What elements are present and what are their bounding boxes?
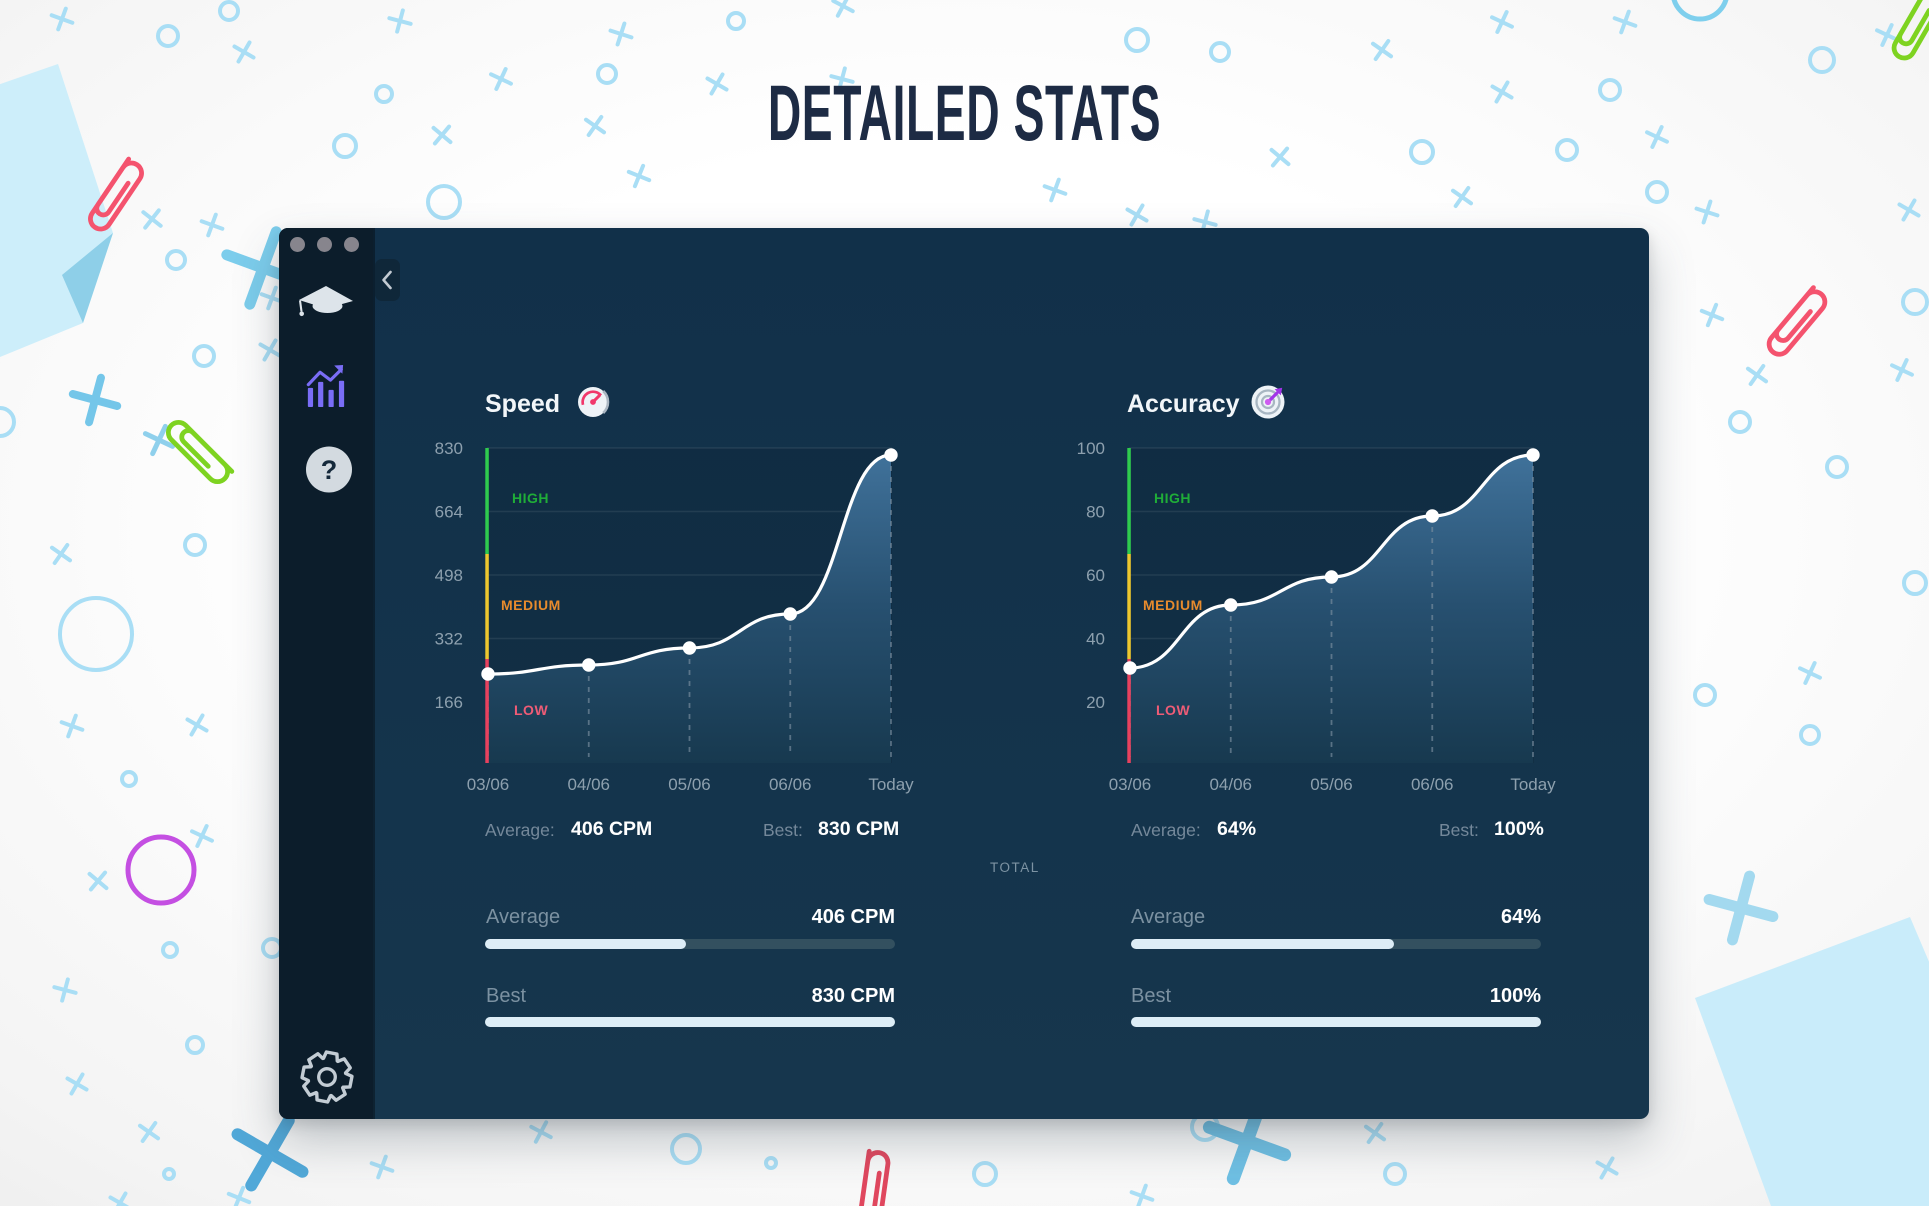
svg-text:Speed: Speed	[485, 390, 560, 418]
svg-text:06/06: 06/06	[769, 775, 812, 794]
svg-text:05/06: 05/06	[1310, 775, 1353, 794]
svg-text:830: 830	[435, 439, 463, 458]
svg-text:Today: Today	[868, 775, 914, 794]
svg-text:LOW: LOW	[1156, 702, 1190, 718]
svg-text:05/06: 05/06	[668, 775, 711, 794]
svg-text:04/06: 04/06	[567, 775, 610, 794]
svg-text:166: 166	[435, 693, 463, 712]
svg-text:HIGH: HIGH	[1154, 490, 1191, 506]
svg-text:Accuracy: Accuracy	[1127, 390, 1240, 418]
svg-text:80: 80	[1086, 503, 1105, 522]
svg-text:LOW: LOW	[514, 702, 548, 718]
svg-text:Today: Today	[1510, 775, 1556, 794]
svg-text:332: 332	[435, 630, 463, 649]
svg-text:60: 60	[1086, 566, 1105, 585]
svg-text:664: 664	[435, 503, 463, 522]
svg-text:03/06: 03/06	[1109, 775, 1152, 794]
svg-text:04/06: 04/06	[1209, 775, 1252, 794]
svg-text:100: 100	[1077, 439, 1105, 458]
svg-text:MEDIUM: MEDIUM	[1143, 597, 1203, 613]
svg-text:HIGH: HIGH	[512, 490, 549, 506]
svg-text:498: 498	[435, 566, 463, 585]
svg-text:03/06: 03/06	[467, 775, 510, 794]
svg-text:?: ?	[321, 455, 338, 485]
svg-text:06/06: 06/06	[1411, 775, 1454, 794]
svg-text:40: 40	[1086, 630, 1105, 649]
svg-text:MEDIUM: MEDIUM	[501, 597, 561, 613]
svg-text:20: 20	[1086, 693, 1105, 712]
